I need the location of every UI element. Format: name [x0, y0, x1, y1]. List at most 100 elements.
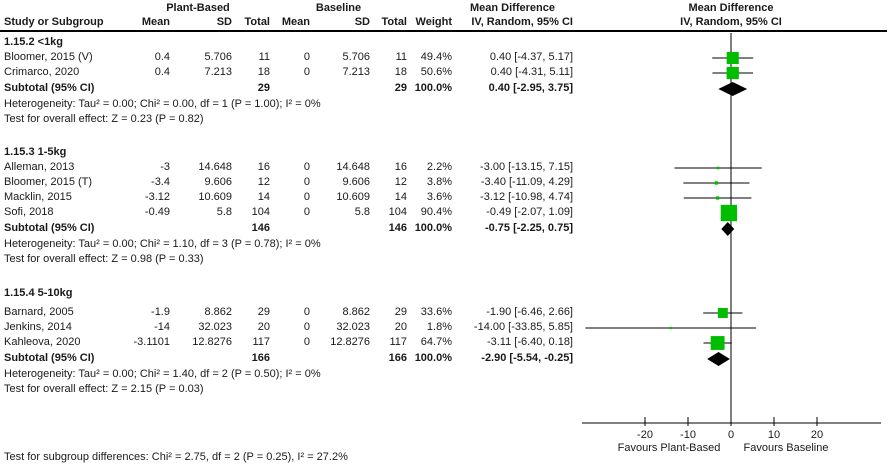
heterogeneity-text: Heterogeneity: Tau² = 0.00; Chi² = 1.10,… — [4, 238, 321, 250]
mean-pb-cell: -3 — [160, 161, 170, 173]
total-pb-cell: 11 — [258, 51, 270, 63]
subtotal-label-cell: Subtotal (95% CI) — [4, 352, 95, 364]
mean-bl-cell: 0 — [303, 321, 310, 333]
mean-pb-cell: -14 — [154, 321, 170, 333]
column-header-sd-pb: SD — [216, 16, 232, 28]
sd-bl-cell: 5.8 — [354, 206, 370, 218]
weight-cell: 90.4% — [420, 206, 452, 218]
study-name-cell: Barnard, 2005 — [4, 306, 74, 318]
axis-tick-label: 0 — [728, 429, 734, 441]
subgroup-differences-text: Test for subgroup differences: Chi² = 2.… — [4, 451, 348, 463]
column-group-mean-difference: Mean Difference — [470, 2, 555, 14]
sd-pb-cell: 8.862 — [204, 306, 232, 318]
subtotal-label-cell: Subtotal (95% CI) — [4, 222, 95, 234]
mean-pb-cell: -3.1101 — [133, 336, 171, 348]
total-bl-cell: 18 — [394, 66, 407, 78]
mean-bl-cell: 0 — [303, 161, 310, 173]
column-header-total-bl: Total — [381, 16, 407, 28]
sd-pb-cell: 32.023 — [198, 321, 232, 333]
sd-pb-cell: 7.213 — [204, 66, 232, 78]
study-row: Jenkins, 2014 -14 32.023 20 0 32.023 20 1.8% -14… — [0, 320, 577, 335]
study-row: Bloomer, 2015 (V) 0.4 5.706 11 0 5.706 11 49.4%… — [0, 50, 577, 65]
weight-cell: 49.4% — [420, 51, 452, 63]
study-name-cell: Kahleova, 2020 — [4, 336, 81, 348]
table-header-columns: Study or Subgroup Mean SD Total Mean SD … — [0, 15, 577, 30]
subgroup-title: 1.15.4 5-10kg — [4, 287, 73, 299]
sd-bl-cell: 32.023 — [336, 321, 370, 333]
ci-text-cell: -3.00 [-13.15, 7.15] — [480, 161, 573, 173]
subtotal-total-pb-cell: 146 — [251, 222, 270, 234]
plot-header-line1: Mean Difference — [688, 2, 774, 14]
subtotal-row: Subtotal (95% CI) 146 146 100.0% -0.75 [-2.2… — [0, 221, 577, 236]
subtotal-total-bl-cell: 29 — [394, 82, 407, 94]
weight-cell: 33.6% — [420, 306, 452, 318]
mean-pb-cell: 0.4 — [154, 51, 170, 63]
column-header-md-ci: IV, Random, 95% CI — [471, 16, 573, 28]
mean-bl-cell: 0 — [303, 191, 310, 203]
overall-effect-text: Test for overall effect: Z = 2.15 (P = 0… — [4, 383, 204, 395]
total-pb-cell: 104 — [251, 206, 270, 218]
subgroup-title: 1.15.3 1-5kg — [4, 146, 67, 158]
effect-square — [726, 51, 739, 65]
mean-bl-cell: 0 — [303, 206, 310, 218]
table-header-groups: Plant-Based Baseline Mean Difference — [0, 1, 577, 16]
header-divider — [0, 30, 887, 32]
subtotal-total-bl-cell: 166 — [388, 352, 407, 364]
overall-effect-text: Test for overall effect: Z = 0.98 (P = 0… — [4, 253, 204, 265]
effect-square — [720, 204, 738, 222]
weight-cell: 64.7% — [420, 336, 452, 348]
column-header-weight: Weight — [415, 16, 452, 28]
subtotal-row: Subtotal (95% CI) 166 166 100.0% -2.90 [-5.5… — [0, 351, 577, 366]
study-name-cell: Macklin, 2015 — [4, 191, 72, 203]
study-row: Sofi, 2018 -0.49 5.8 104 0 5.8 104 90.4% -0.49 [… — [0, 205, 577, 220]
subtotal-diamond — [707, 352, 730, 366]
total-pb-cell: 29 — [257, 306, 270, 318]
effect-square — [714, 181, 719, 185]
study-row: Macklin, 2015 -3.12 10.609 14 0 10.609 14 3.6% -… — [0, 190, 577, 205]
effect-square — [716, 166, 720, 170]
subtotal-ci-text-cell: -0.75 [-2.25, 0.75] — [484, 222, 573, 234]
subtotal-label-cell: Subtotal (95% CI) — [4, 82, 95, 94]
mean-pb-cell: -0.49 — [144, 206, 170, 218]
column-header-sd-bl: SD — [354, 16, 370, 28]
column-header-mean-bl: Mean — [281, 16, 310, 28]
mean-bl-cell: 0 — [303, 306, 310, 318]
total-bl-cell: 16 — [394, 161, 407, 173]
sd-pb-cell: 12.8276 — [192, 336, 232, 348]
column-header-total-pb: Total — [244, 16, 270, 28]
study-row: Crimarco, 2020 0.4 7.213 18 0 7.213 18 50.6% 0.4… — [0, 65, 577, 80]
sd-pb-cell: 10.609 — [198, 191, 232, 203]
subtotal-ci-text-cell: 0.40 [-2.95, 3.75] — [488, 82, 573, 94]
total-pb-cell: 12 — [257, 176, 270, 188]
study-row: Kahleova, 2020 -3.1101 12.8276 117 0 12.8276 1… — [0, 335, 577, 350]
sd-bl-cell: 7.213 — [342, 66, 370, 78]
total-bl-cell: 20 — [394, 321, 407, 333]
study-name-cell: Jenkins, 2014 — [4, 321, 72, 333]
mean-pb-cell: -3.4 — [151, 176, 170, 188]
subtotal-diamond — [721, 222, 735, 236]
axis-tick-label: 20 — [811, 429, 823, 441]
mean-pb-cell: -1.9 — [151, 306, 170, 318]
effect-square — [726, 66, 739, 80]
study-name-cell: Bloomer, 2015 (V) — [4, 51, 93, 63]
total-bl-cell: 29 — [394, 306, 407, 318]
ci-text-cell: -3.40 [-11.09, 4.29] — [480, 176, 573, 188]
subgroup-title: 1.15.2 <1kg — [4, 36, 64, 48]
sd-bl-cell: 14.648 — [336, 161, 370, 173]
sd-pb-cell: 9.606 — [204, 176, 232, 188]
heterogeneity-text: Heterogeneity: Tau² = 0.00; Chi² = 1.40,… — [4, 368, 321, 380]
mean-bl-cell: 0 — [303, 336, 310, 348]
heterogeneity-text: Heterogeneity: Tau² = 0.00; Chi² = 0.00,… — [4, 98, 321, 110]
sd-bl-cell: 12.8276 — [330, 336, 370, 348]
ci-text-cell: -3.12 [-10.98, 4.74] — [480, 191, 573, 203]
sd-bl-cell: 8.862 — [342, 306, 370, 318]
sd-pb-cell: 5.706 — [204, 51, 232, 63]
study-name-cell: Sofi, 2018 — [4, 206, 54, 218]
study-row: Alleman, 2013 -3 14.648 16 0 14.648 16 2.2% -3.0… — [0, 160, 577, 175]
favours-left-label: Favours Plant-Based — [618, 442, 721, 454]
axis-tick-label: 10 — [768, 429, 780, 441]
subtotal-diamond — [718, 82, 748, 96]
weight-cell: 1.8% — [426, 321, 452, 333]
